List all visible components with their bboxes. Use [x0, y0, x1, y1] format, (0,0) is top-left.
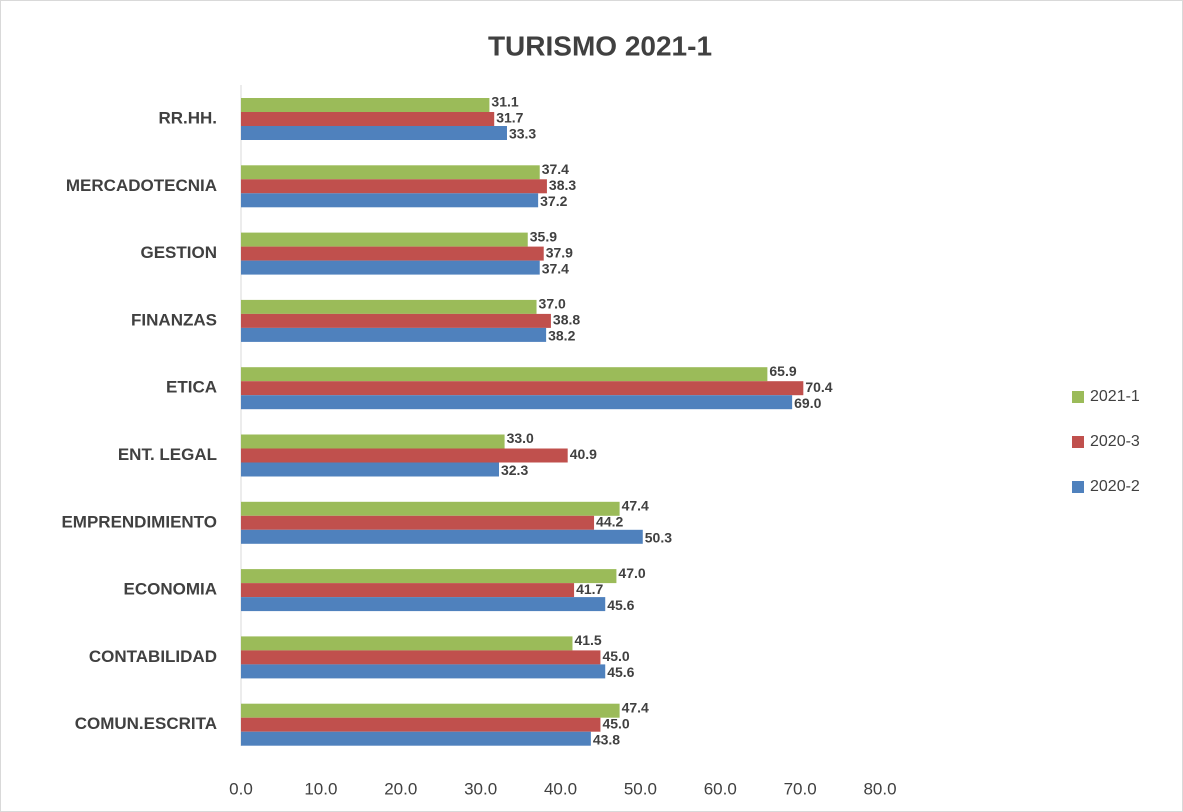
- bar: [241, 327, 547, 342]
- y-tick-label: RR.HH.: [158, 108, 217, 127]
- bar: [241, 367, 768, 382]
- data-label: 70.4: [805, 379, 832, 395]
- x-tick-label: 10.0: [304, 779, 337, 798]
- bar: [241, 664, 606, 679]
- bar: [241, 636, 573, 651]
- y-tick-label: MERCADOTECNIA: [66, 176, 217, 195]
- data-label: 37.0: [539, 296, 566, 312]
- data-label: 31.1: [491, 94, 518, 110]
- y-tick-label: FINANZAS: [131, 310, 217, 329]
- x-tick-label: 20.0: [384, 779, 417, 798]
- bar: [241, 731, 591, 746]
- bar: [241, 246, 544, 261]
- data-label: 65.9: [769, 363, 796, 379]
- x-tick-label: 40.0: [544, 779, 577, 798]
- data-label: 37.4: [542, 161, 569, 177]
- legend-label: 2020-2: [1090, 478, 1140, 495]
- data-label: 31.7: [496, 110, 523, 126]
- x-tick-label: 0.0: [229, 779, 253, 798]
- data-label: 47.0: [618, 565, 645, 581]
- x-tick-label: 80.0: [863, 779, 896, 798]
- bar: [241, 529, 643, 544]
- bar: [241, 569, 617, 584]
- data-label: 38.2: [548, 328, 575, 344]
- data-label: 41.5: [574, 632, 601, 648]
- bar: [241, 260, 540, 275]
- data-label: 37.4: [542, 260, 569, 276]
- bar: [241, 703, 620, 718]
- bar: [241, 179, 547, 194]
- bar: [241, 434, 505, 449]
- data-label: 45.0: [602, 648, 629, 664]
- data-label: 50.3: [645, 530, 672, 546]
- bar: [241, 313, 551, 328]
- bar: [241, 395, 793, 410]
- data-label: 45.6: [607, 597, 634, 613]
- bar: [241, 193, 539, 208]
- data-label: 33.0: [507, 430, 534, 446]
- data-label: 44.2: [596, 514, 623, 530]
- bar: [241, 597, 606, 612]
- legend-swatch: [1072, 391, 1084, 403]
- data-label: 33.3: [509, 126, 536, 142]
- bar: [241, 583, 575, 598]
- bar: [241, 112, 495, 126]
- y-tick-label: CONTABILIDAD: [89, 647, 217, 666]
- bar: [241, 448, 568, 463]
- legend-swatch: [1072, 481, 1084, 493]
- data-label: 38.8: [553, 312, 580, 328]
- bar: [241, 299, 537, 314]
- data-label: 45.0: [602, 715, 629, 731]
- y-tick-label: ETICA: [166, 378, 217, 397]
- data-label: 35.9: [530, 228, 557, 244]
- legend-swatch: [1072, 436, 1084, 448]
- y-tick-label: ECONOMIA: [124, 580, 218, 599]
- data-label: 45.6: [607, 664, 634, 680]
- bar: [241, 515, 595, 530]
- bar: [241, 98, 490, 112]
- x-tick-label: 50.0: [624, 779, 657, 798]
- chart-title: TURISMO 2021-1: [488, 30, 712, 61]
- bar: [241, 650, 601, 665]
- data-label: 69.0: [794, 395, 821, 411]
- bar: [241, 232, 528, 247]
- legend-label: 2021-1: [1090, 388, 1140, 405]
- data-label: 38.3: [549, 177, 576, 193]
- x-tick-label: 30.0: [464, 779, 497, 798]
- data-label: 37.9: [546, 244, 573, 260]
- data-label: 40.9: [570, 446, 597, 462]
- data-label: 41.7: [576, 581, 603, 597]
- data-label: 32.3: [501, 462, 528, 478]
- bar: [241, 717, 601, 732]
- data-label: 37.2: [540, 193, 567, 209]
- y-tick-label: COMUN.ESCRITA: [75, 714, 217, 733]
- y-tick-label: EMPRENDIMIENTO: [61, 512, 217, 531]
- bar: [241, 381, 804, 396]
- bar: [241, 501, 620, 516]
- bar: [241, 126, 507, 140]
- legend-label: 2020-3: [1090, 433, 1140, 450]
- x-tick-label: 70.0: [784, 779, 817, 798]
- y-tick-label: ENT. LEGAL: [118, 445, 217, 464]
- x-tick-label: 60.0: [704, 779, 737, 798]
- data-label: 47.4: [622, 699, 649, 715]
- bar: [241, 462, 499, 477]
- bar: [241, 165, 540, 180]
- data-label: 43.8: [593, 731, 620, 747]
- data-label: 47.4: [622, 498, 649, 514]
- y-tick-label: GESTION: [140, 243, 217, 262]
